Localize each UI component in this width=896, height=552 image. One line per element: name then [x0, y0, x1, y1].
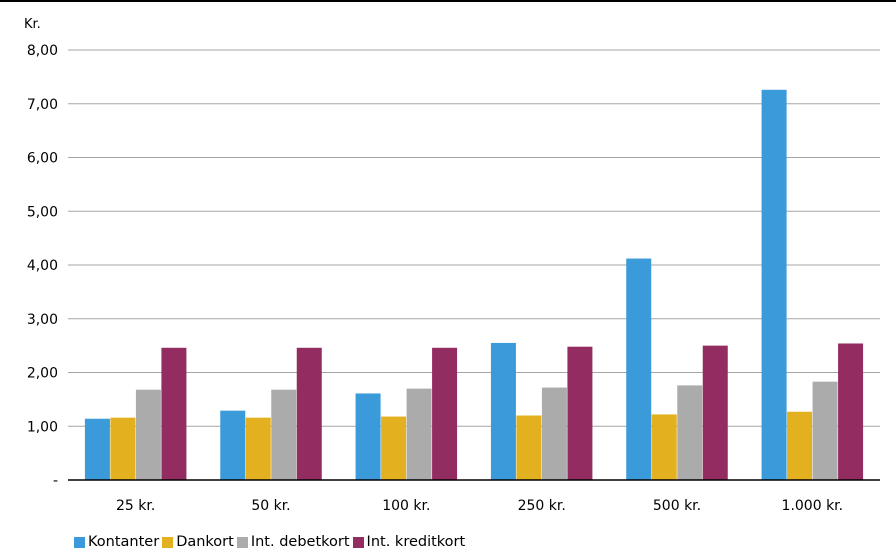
bar-int-kreditkort-2: [432, 347, 458, 480]
bar-int-kreditkort-0: [161, 347, 187, 480]
legend-label-int-debetkort: Int. debetkort: [250, 534, 350, 550]
legend-swatch-kontanter: [74, 536, 85, 548]
bar-dankort-0: [110, 417, 136, 480]
bar-kontanter-2: [355, 393, 381, 480]
x-tick-label: 1.000 kr.: [782, 498, 844, 514]
y-axis-tick-labels: - 1,00 2,00 3,00 4,00 5,00 6,00 7,00 8,00: [27, 43, 58, 489]
legend-item-int-kreditkort: Int. kreditkort: [352, 534, 466, 550]
bar-dankort-3: [516, 415, 542, 480]
bar-int-kreditkort-1: [296, 347, 322, 480]
legend-item-dankort: Dankort: [162, 534, 234, 550]
y-tick-label: 5,00: [27, 204, 58, 220]
legend-label-dankort: Dankort: [176, 534, 234, 550]
y-tick-label: -: [53, 473, 58, 489]
bar-dankort-2: [381, 416, 407, 480]
legend-swatch-int-kreditkort: [352, 536, 364, 548]
x-tick-label: 50 kr.: [251, 498, 290, 514]
y-tick-label: 8,00: [27, 43, 58, 59]
bar-kontanter-3: [490, 342, 516, 480]
legend-item-kontanter: Kontanter: [74, 534, 159, 550]
bar-int-debetkort-4: [677, 385, 703, 480]
x-tick-label: 250 kr.: [518, 498, 566, 514]
x-tick-label: 25 kr.: [116, 498, 155, 514]
y-tick-label: 6,00: [27, 151, 58, 167]
bar-int-debetkort-0: [135, 389, 161, 480]
x-tick-label: 500 kr.: [653, 498, 701, 514]
bar-kontanter-1: [220, 410, 246, 480]
bar-int-debetkort-5: [812, 381, 838, 480]
x-tick-label: 100 kr.: [382, 498, 430, 514]
legend-label-kontanter: Kontanter: [88, 534, 160, 550]
bar-int-kreditkort-3: [567, 346, 593, 480]
bar-dankort-1: [245, 417, 271, 480]
x-axis-tick-labels: 25 kr. 50 kr. 100 kr. 250 kr. 500 kr. 1.000 k…: [116, 498, 843, 514]
y-tick-label: 7,00: [27, 97, 58, 113]
bar-int-debetkort-1: [271, 389, 297, 480]
y-tick-label: 4,00: [27, 258, 58, 274]
legend-label-int-kreditkort: Int. kreditkort: [366, 534, 466, 550]
gridlines: [68, 49, 880, 427]
y-tick-label: 3,00: [27, 312, 58, 328]
bar-kontanter-5: [761, 89, 787, 480]
y-unit-label: Kr.: [24, 17, 41, 32]
bar-kontanter-0: [84, 418, 110, 480]
bar-kontanter-4: [626, 258, 652, 480]
legend-swatch-dankort: [162, 536, 174, 548]
legend: Kontanter Dankort Int. debetkort Int. kr…: [74, 533, 468, 551]
bar-series: [84, 89, 864, 481]
bar-int-debetkort-3: [541, 387, 567, 480]
bar-int-debetkort-2: [406, 388, 432, 481]
bar-dankort-5: [787, 411, 813, 480]
legend-item-int-debetkort: Int. debetkort: [236, 534, 350, 550]
bar-int-kreditkort-5: [838, 343, 864, 480]
y-tick-label: 1,00: [27, 419, 58, 435]
y-tick-label: 2,00: [27, 366, 58, 382]
bar-dankort-4: [651, 414, 677, 480]
bar-int-kreditkort-4: [702, 345, 728, 481]
legend-swatch-int-debetkort: [236, 536, 248, 548]
